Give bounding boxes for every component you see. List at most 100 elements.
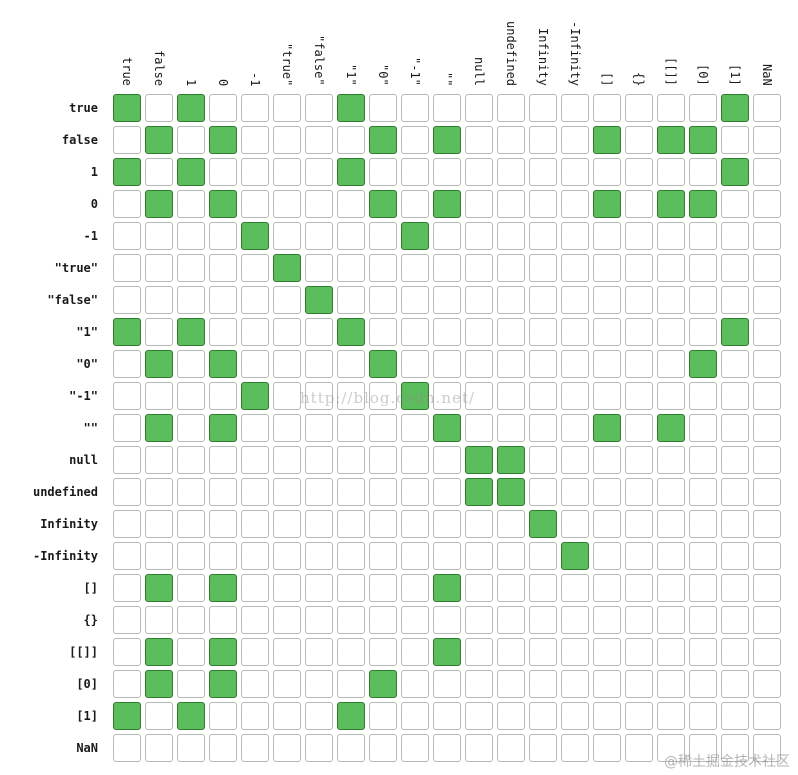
cell-not-equal: [561, 94, 589, 122]
cell-not-equal: [273, 606, 301, 634]
cell-not-equal: [753, 126, 781, 154]
cell-not-equal: [113, 286, 141, 314]
cell-not-equal: [689, 254, 717, 282]
cell-not-equal: [273, 382, 301, 410]
cell-not-equal: [497, 606, 525, 634]
cell-not-equal: [721, 414, 749, 442]
cell-not-equal: [273, 414, 301, 442]
cell-not-equal: [689, 702, 717, 730]
cell-not-equal: [753, 510, 781, 538]
cell-not-equal: [529, 542, 557, 570]
cell-not-equal: [273, 702, 301, 730]
cell-not-equal: [753, 606, 781, 634]
cell-not-equal: [721, 254, 749, 282]
column-label: true: [120, 57, 134, 86]
cell-not-equal: [305, 606, 333, 634]
cell-not-equal: [721, 670, 749, 698]
cell-not-equal: [209, 222, 237, 250]
cell-not-equal: [689, 670, 717, 698]
column-label: "0": [376, 64, 390, 86]
cell-equal: [401, 222, 429, 250]
cell-not-equal: [465, 702, 493, 730]
cell-not-equal: [113, 478, 141, 506]
cell-not-equal: [177, 382, 205, 410]
cell-not-equal: [145, 222, 173, 250]
cell-equal: [145, 126, 173, 154]
cell-not-equal: [113, 734, 141, 762]
cell-not-equal: [273, 286, 301, 314]
cell-not-equal: [561, 446, 589, 474]
cell-not-equal: [209, 158, 237, 186]
cell-not-equal: [177, 478, 205, 506]
cell-equal: [209, 126, 237, 154]
cell-not-equal: [753, 670, 781, 698]
cell-not-equal: [529, 702, 557, 730]
cell-not-equal: [721, 638, 749, 666]
cell-not-equal: [593, 158, 621, 186]
cell-not-equal: [273, 446, 301, 474]
cell-not-equal: [337, 574, 365, 602]
watermark-url: http://blog.csdn.net/: [300, 389, 476, 407]
column-label: false: [152, 50, 166, 87]
cell-not-equal: [753, 542, 781, 570]
cell-not-equal: [497, 222, 525, 250]
cell-not-equal: [721, 606, 749, 634]
cell-not-equal: [369, 414, 397, 442]
cell-not-equal: [337, 286, 365, 314]
cell-equal: [497, 478, 525, 506]
cell-equal: [561, 542, 589, 570]
cell-equal: [305, 286, 333, 314]
cell-not-equal: [401, 670, 429, 698]
cell-not-equal: [273, 638, 301, 666]
cell-not-equal: [529, 222, 557, 250]
cell-equal: [145, 190, 173, 218]
cell-not-equal: [177, 190, 205, 218]
cell-not-equal: [625, 734, 653, 762]
cell-not-equal: [369, 510, 397, 538]
cell-not-equal: [593, 222, 621, 250]
cell-not-equal: [401, 478, 429, 506]
cell-equal: [113, 158, 141, 186]
cell-not-equal: [433, 94, 461, 122]
cell-not-equal: [465, 94, 493, 122]
cell-not-equal: [337, 542, 365, 570]
cell-equal: [721, 318, 749, 346]
cell-equal: [209, 670, 237, 698]
column-label: -1: [248, 72, 262, 87]
cell-equal: [145, 350, 173, 378]
cell-not-equal: [465, 318, 493, 346]
cell-not-equal: [433, 286, 461, 314]
cell-not-equal: [273, 510, 301, 538]
cell-not-equal: [753, 286, 781, 314]
cell-not-equal: [433, 670, 461, 698]
cell-equal: [273, 254, 301, 282]
cell-equal: [657, 126, 685, 154]
cell-not-equal: [305, 126, 333, 154]
cell-not-equal: [497, 190, 525, 218]
cell-not-equal: [593, 638, 621, 666]
cell-not-equal: [721, 574, 749, 602]
row-label: "true": [54, 261, 98, 275]
cell-not-equal: [529, 318, 557, 346]
cell-not-equal: [561, 702, 589, 730]
cell-not-equal: [369, 478, 397, 506]
cell-not-equal: [145, 94, 173, 122]
cell-equal: [529, 510, 557, 538]
cell-not-equal: [337, 126, 365, 154]
cell-not-equal: [625, 94, 653, 122]
cell-equal: [593, 126, 621, 154]
cell-not-equal: [401, 702, 429, 730]
cell-not-equal: [337, 190, 365, 218]
cell-not-equal: [689, 222, 717, 250]
cell-not-equal: [689, 446, 717, 474]
cell-not-equal: [753, 222, 781, 250]
cell-not-equal: [337, 606, 365, 634]
cell-not-equal: [753, 414, 781, 442]
cell-not-equal: [241, 638, 269, 666]
cell-equal: [369, 126, 397, 154]
cell-not-equal: [497, 350, 525, 378]
cell-not-equal: [689, 574, 717, 602]
cell-not-equal: [241, 158, 269, 186]
cell-equal: [433, 574, 461, 602]
cell-not-equal: [369, 222, 397, 250]
